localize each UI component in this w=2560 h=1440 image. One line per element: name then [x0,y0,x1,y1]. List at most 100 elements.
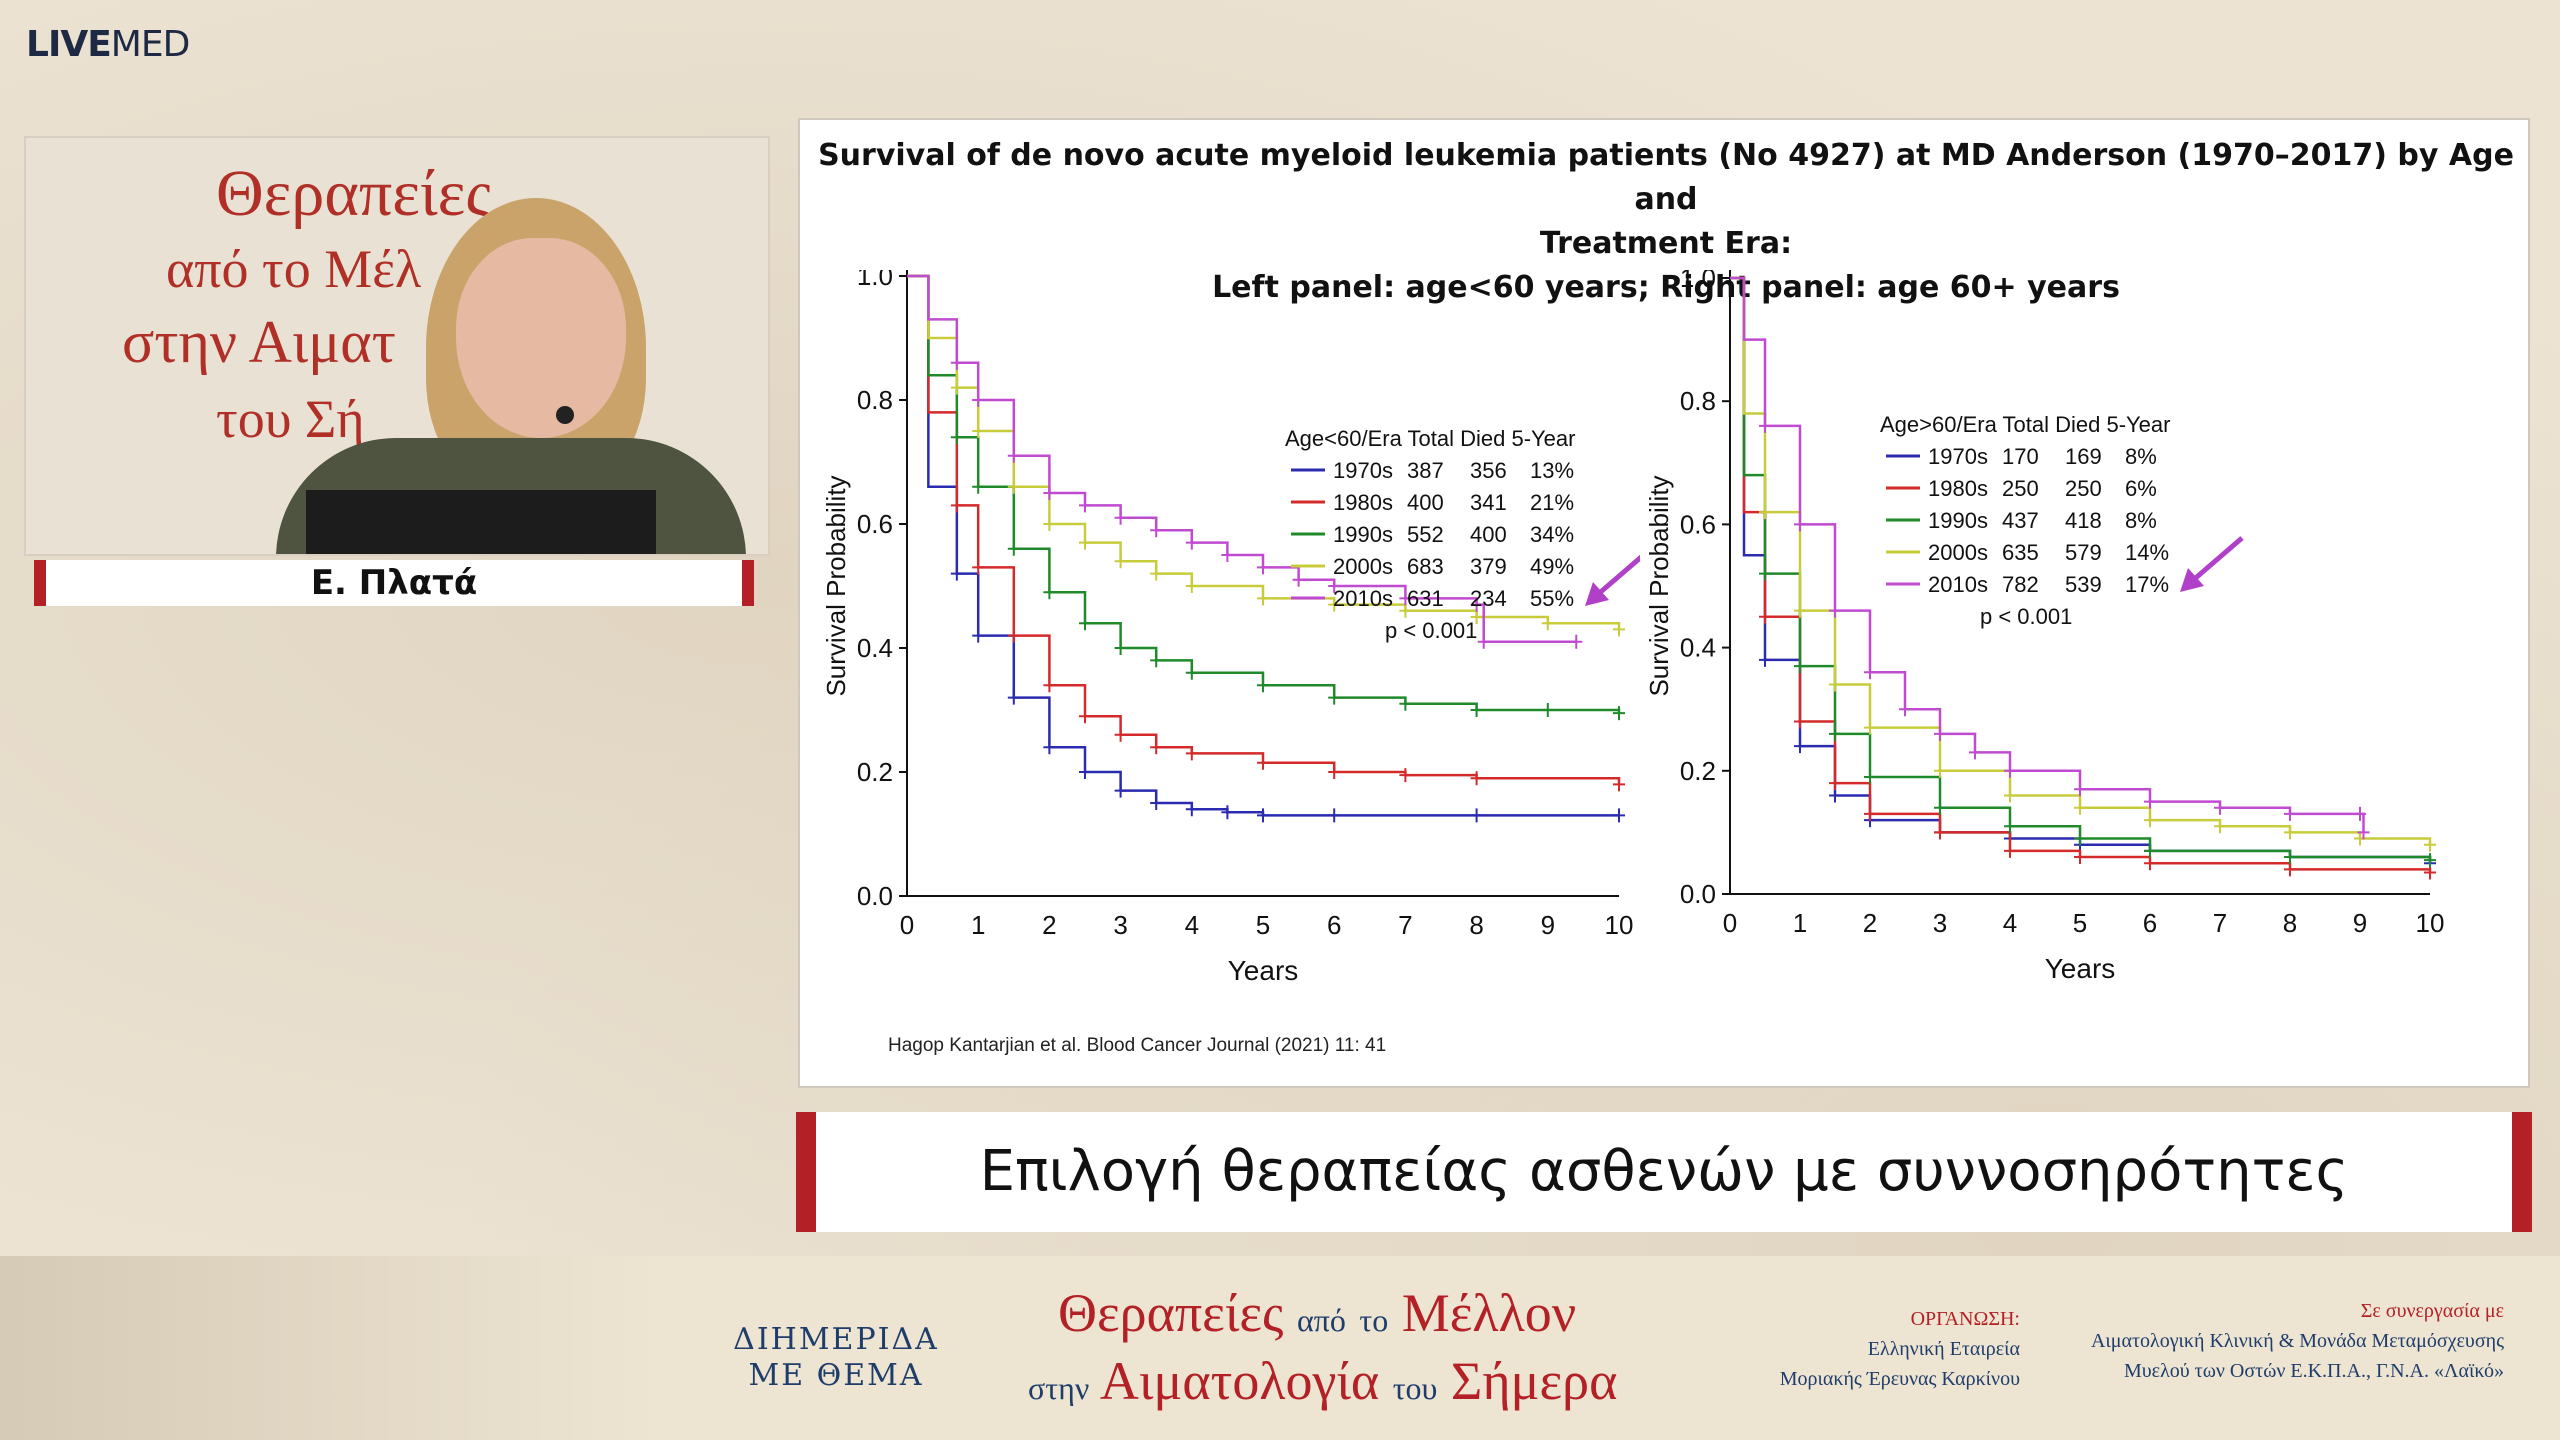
footer-dimerida: ΔΙΗΜΕΡΙΔΑ ΜΕ ΘΕΜΑ [716,1322,956,1394]
slide-title-line-3: Left panel: age<60 years; Right panel: a… [1212,270,2120,305]
left-legend-died: 356 [1470,458,1507,483]
subtitle-text: Επιλογή θεραπείας ασθενών με συννοσηρότη… [979,1139,2349,1204]
right-censor-mark-1990s [2284,850,2296,865]
left-legend-died: 400 [1470,522,1507,547]
right-censor-mark-1980s [2004,843,2016,858]
footer-dimerida-line-1: ΔΙΗΜΕΡΙΔΑ [733,1322,939,1357]
left-censor-mark-1990s [1185,665,1198,680]
right-censor-mark-1990s [1864,769,1876,784]
left-legend-total: 683 [1407,554,1444,579]
left-censor-mark-1990s [1114,641,1127,655]
right-x-tick-label: 6 [2143,908,2157,938]
left-censor-mark-1970s [1114,783,1127,798]
right-censor-mark-1990s [2074,831,2086,846]
left-censor-mark-2010s [1257,560,1269,575]
microphone-icon [556,406,574,424]
left-censor-mark-1990s [1007,541,1020,556]
left-censor-mark-1990s [950,430,963,445]
right-censor-mark-2010s [1759,418,1771,433]
right-legend-five-year: 14% [2125,540,2169,565]
slide-title: Survival of de novo acute myeloid leukem… [800,134,2532,310]
right-legend-five-year: 6% [2125,476,2157,501]
left-legend-total: 387 [1407,458,1444,483]
left-x-tick-label: 7 [1398,910,1412,940]
left-censor-mark-2010s [1328,579,1341,593]
right-legend-era: 1990s [1928,508,1988,533]
right-legend-five-year: 17% [2125,572,2169,597]
left-censor-mark-2010s [950,355,963,370]
left-censor-mark-1980s [1150,740,1163,755]
survival-chart-left: 0 1 2 3 4 5 6 7 8 9 100.00.20.40.60.81.0YearsSurvi… [821,270,1640,986]
left-legend-died: 234 [1470,586,1507,611]
left-censor-mark-2000s [1043,517,1056,531]
left-censor-mark-1980s [1470,771,1483,786]
right-legend-era: 1970s [1928,444,1988,469]
right-censor-mark-2000s [2074,800,2086,815]
left-censor-mark-1970s [1150,796,1163,810]
right-censor-mark-1990s [2144,843,2156,858]
right-censor-mark-1980s [2424,865,2436,880]
left-x-tick-label: 6 [1327,910,1341,940]
right-legend-five-year: 8% [2125,444,2157,469]
left-censor-mark-2000s [1328,597,1341,612]
right-x-tick-label: 7 [2213,908,2227,938]
right-censor-mark-1990s [1794,659,1806,674]
left-x-tick-label: 10 [1605,910,1634,940]
right-legend-died: 250 [2065,476,2102,501]
right-censor-mark-1980s [1759,609,1771,624]
left-censor-mark-2010s [1570,634,1583,649]
right-censor-mark-2010s [1864,665,1876,680]
speaker-face [456,238,626,438]
left-legend-era: 1970s [1333,458,1393,483]
right-censor-mark-2000s [2424,837,2436,852]
left-censor-mark-1970s [1007,690,1020,705]
video-bg-text-1: Θεραπείες [216,157,492,230]
right-y-tick-label: 0.0 [1680,879,1716,909]
left-x-tick-label: 0 [900,910,914,940]
right-censor-mark-2000s [2004,788,2016,803]
left-censor-mark-1990s [1328,690,1341,705]
left-censor-mark-1990s [1043,585,1056,600]
left-censor-mark-2000s [972,424,985,438]
left-legend-total: 631 [1407,586,1444,611]
left-censor-mark-1970s [950,566,963,581]
right-censor-mark-2010s [2284,806,2296,821]
left-censor-mark-1980s [1114,727,1127,742]
right-y-tick-label: 1.0 [1680,270,1716,293]
left-censor-mark-2010s [1185,535,1198,550]
left-y-tick-label: 1.0 [857,270,893,291]
video-bg-text-2: από το Μέλ [166,239,422,299]
right-legend-total: 170 [2002,444,2039,469]
right-censor-mark-1980s [1934,825,1946,840]
subtitle-bar: Επιλογή θεραπείας ασθενών με συννοσηρότη… [796,1112,2532,1232]
right-legend-header: Age>60/Era Total Died 5-Year [1880,412,2170,437]
left-y-tick-label: 0.6 [857,509,893,539]
right-censor-mark-2010s [2074,782,2086,797]
left-censor-mark-1980s [1043,678,1056,693]
left-legend-header: Age<60/Era Total Died 5-Year [1285,426,1575,451]
left-legend-era: 1990s [1333,522,1393,547]
left-censor-mark-2010s [1292,572,1305,587]
left-censor-mark-2000s [1185,579,1198,593]
footer-collab-line-2: Μυελού των Οστών Ε.Κ.Π.Α., Γ.Ν.Α. «Λαϊκό… [2124,1360,2504,1382]
speaker-video: Θεραπείες από το Μέλ στην Αιματ του Σή [24,136,770,556]
right-censor-mark-2010s [2144,794,2156,809]
left-censor-mark-2000s [1541,616,1554,631]
left-censor-mark-2010s [1477,634,1490,649]
right-censor-mark-1980s [1829,776,1841,791]
right-x-tick-label: 4 [2003,908,2017,938]
left-x-tick-label: 3 [1113,910,1127,940]
left-arrowhead-icon [1585,582,1609,606]
left-legend-five-year: 21% [1530,490,1574,515]
right-censor-mark-2010s [1969,745,1981,760]
right-x-axis-label: Years [2045,953,2116,984]
footer-title-line-1: Θεραπείες από το Μέλλον [1058,1283,1577,1343]
right-censor-mark-1990s [2004,819,2016,834]
left-censor-mark-1970s [1613,808,1625,823]
left-censor-mark-2010s [972,393,985,407]
right-censor-mark-1980s [2284,862,2296,877]
left-censor-mark-1980s [1079,709,1091,724]
right-legend-total: 635 [2002,540,2039,565]
right-x-tick-label: 0 [1723,908,1737,938]
left-x-tick-label: 1 [971,910,985,940]
